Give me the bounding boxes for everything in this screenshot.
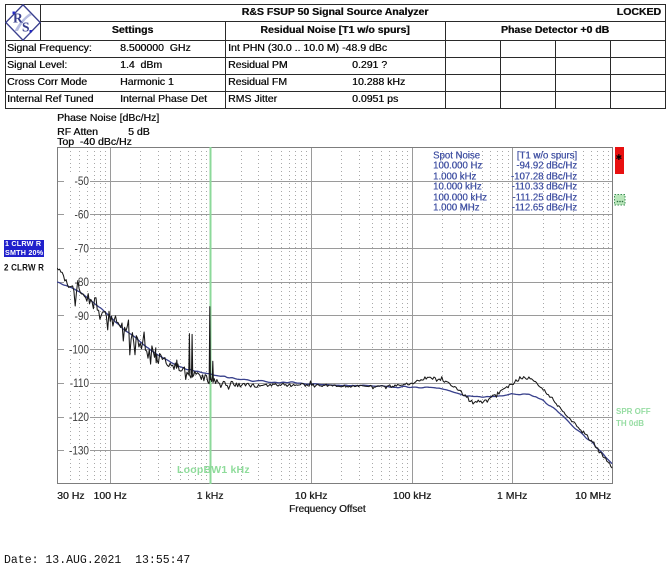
svg-text:-70: -70 [75, 243, 89, 256]
svg-text:-50: -50 [75, 175, 89, 188]
svg-text:-60: -60 [75, 209, 89, 222]
svg-text:R: R [13, 11, 23, 26]
svg-text:-90: -90 [75, 310, 89, 323]
svg-text:-120: -120 [69, 411, 89, 424]
svg-text:-130: -130 [69, 445, 89, 458]
svg-text:-100: -100 [69, 344, 89, 357]
svg-text:S: S [22, 20, 30, 35]
svg-text:-110: -110 [70, 377, 89, 390]
